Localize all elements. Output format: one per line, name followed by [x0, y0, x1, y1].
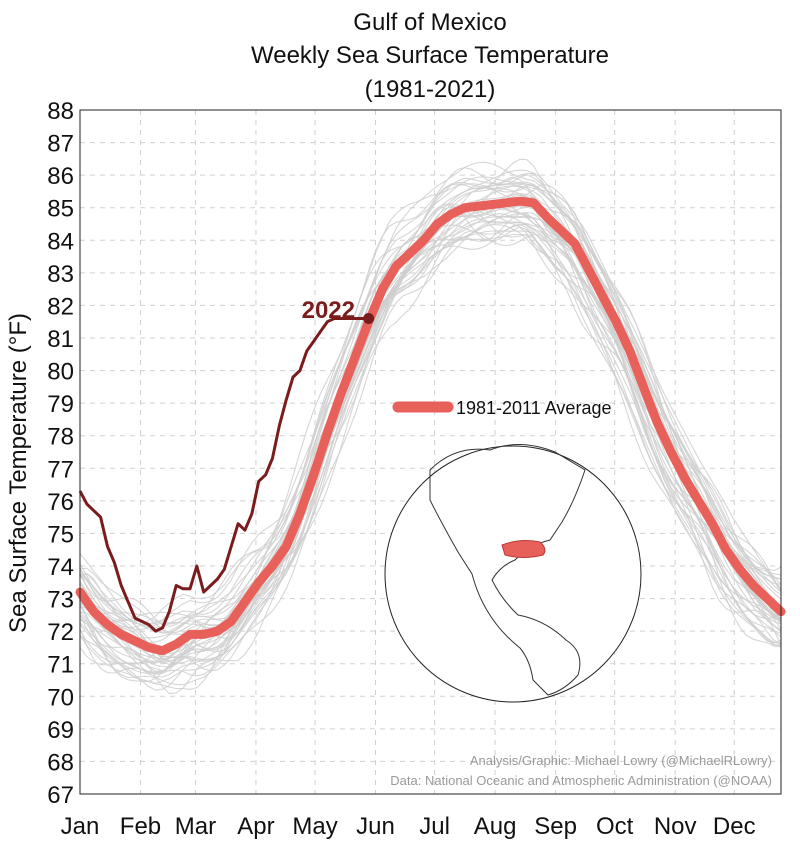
x-tick-label: Jun: [356, 813, 395, 840]
y-tick-label: 75: [47, 521, 74, 548]
chart-date-range: (1981-2021): [365, 76, 496, 103]
y-tick-label: 69: [47, 717, 74, 744]
gulf-of-mexico-region: [501, 540, 546, 558]
legend-average-label: 1981-2011 Average: [456, 398, 611, 418]
y-tick-label: 71: [47, 652, 74, 679]
x-tick-label: Sep: [534, 813, 577, 840]
x-tick-label: Nov: [654, 813, 697, 840]
x-tick-label: Dec: [713, 813, 756, 840]
historical-year-line: [79, 208, 782, 665]
y-tick-label: 84: [47, 228, 74, 255]
y-tick-label: 67: [47, 782, 74, 809]
y-tick-label: 86: [47, 163, 74, 190]
y-tick-label: 80: [47, 359, 74, 386]
americas-outline: [429, 443, 586, 696]
y-axis-label: Sea Surface Temperature (°F): [5, 313, 32, 633]
axis-ticks: 67 68 69 70 71 72 73 74 75 76 77 78 79 80 81 82 83 84 85 86…: [47, 98, 755, 840]
series-average-line: [75, 196, 786, 656]
y-tick-label: 70: [47, 684, 74, 711]
y-tick-label: 83: [47, 261, 74, 288]
historical-year-line: [79, 182, 782, 634]
historical-year-line: [79, 173, 782, 625]
chart-subtitle: Weekly Sea Surface Temperature: [251, 42, 609, 69]
y-tick-label: 88: [47, 98, 74, 125]
x-tick-label: Apr: [237, 813, 274, 840]
historical-year-line: [79, 233, 782, 684]
y-tick-label: 76: [47, 489, 74, 516]
y-tick-label: 68: [47, 749, 74, 776]
historical-year-line: [79, 230, 782, 686]
y-tick-label: 87: [47, 131, 74, 158]
x-tick-label: Mar: [175, 813, 216, 840]
y-tick-label: 72: [47, 619, 74, 646]
series-lines: [75, 196, 786, 656]
series-2022-label: 2022: [302, 297, 355, 324]
y-tick-label: 77: [47, 456, 74, 483]
credit-data: Data: National Oceanic and Atmospheric A…: [390, 773, 772, 788]
credit-analysis: Analysis/Graphic: Michael Lowry (@Michae…: [470, 753, 772, 768]
y-tick-label: 82: [47, 293, 74, 320]
historical-year-line: [79, 212, 782, 672]
x-tick-label: Oct: [596, 813, 634, 840]
historical-year-line: [79, 223, 782, 678]
historical-year-line: [79, 230, 782, 675]
historical-year-line: [79, 158, 782, 627]
y-tick-label: 78: [47, 424, 74, 451]
x-tick-label: Aug: [474, 813, 517, 840]
x-tick-label: Jan: [61, 813, 100, 840]
x-tick-label: Jul: [419, 813, 450, 840]
y-tick-label: 79: [47, 391, 74, 418]
series-2022-line: [78, 317, 369, 633]
y-tick-label: 85: [47, 196, 74, 223]
plot-frame: [79, 109, 782, 795]
historical-year-line: [79, 204, 782, 644]
x-tick-label: May: [292, 813, 337, 840]
y-tick-label: 81: [47, 326, 74, 353]
globe-inset: [384, 443, 642, 703]
legend: 1981-2011 Average: [392, 398, 611, 418]
y-tick-label: 73: [47, 587, 74, 614]
globe-circle: [384, 445, 642, 703]
chart-title: Gulf of Mexico: [353, 9, 506, 36]
x-tick-label: Feb: [120, 813, 161, 840]
series-2022-endpoint: [363, 312, 375, 324]
y-tick-label: 74: [47, 554, 74, 581]
